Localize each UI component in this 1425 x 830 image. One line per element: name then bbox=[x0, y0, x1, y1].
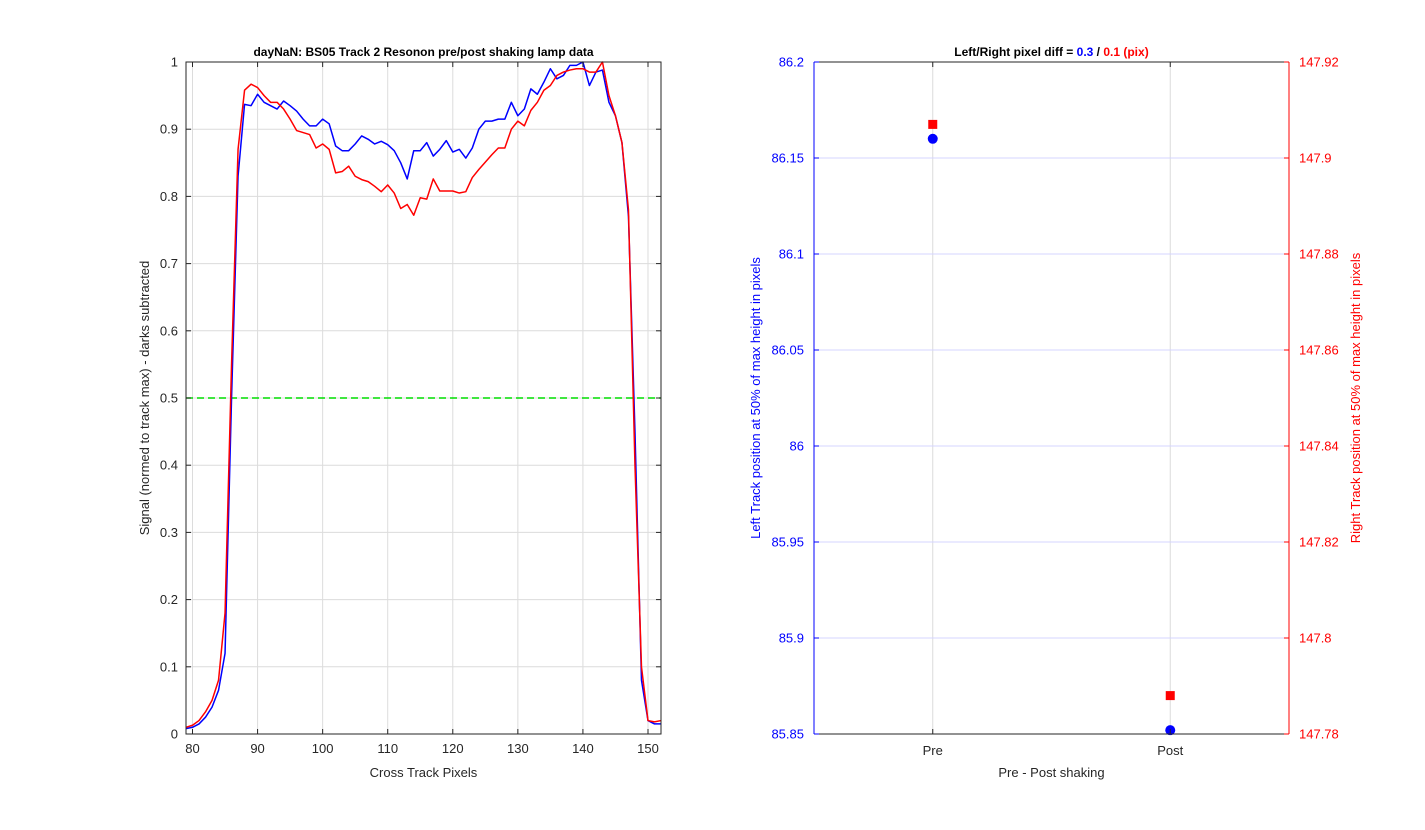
right-y-tick-label: 147.8 bbox=[1299, 631, 1332, 646]
track-position-plot-marks bbox=[927, 119, 1176, 736]
signal-plot-ticks: 80 90 100 110 120 130 140 150 0 0.1 0.2 0.3 0.4 0.5 0.… bbox=[160, 55, 661, 756]
left-y-tick-label: 86.1 bbox=[779, 247, 804, 262]
track-position-plot: Pre Post 85.85 85.9 85.95 86 86.05 86.1 86.15 86.… bbox=[748, 45, 1363, 780]
y-tick-label: 0 bbox=[171, 727, 178, 742]
track-position-plot-title: Left/Right pixel diff = 0.3 / 0.1 (pix) bbox=[954, 45, 1148, 59]
x-tick-label: 150 bbox=[637, 741, 659, 756]
track-position-plot-ticks: Pre Post 85.85 85.9 85.95 86 86.05 86.1 86.15 86.… bbox=[771, 55, 1338, 759]
left-y-tick-label: 85.9 bbox=[779, 631, 804, 646]
left-y-axis-label: Left Track position at 50% of max height… bbox=[748, 257, 763, 539]
left-y-tick-label: 85.95 bbox=[771, 535, 804, 550]
left-y-tick-label: 86.2 bbox=[779, 55, 804, 70]
x-tick-label: 130 bbox=[507, 741, 529, 756]
right-y-tick-label: 147.9 bbox=[1299, 151, 1332, 166]
y-tick-label: 1 bbox=[171, 55, 178, 70]
right-y-tick-label: 147.88 bbox=[1299, 247, 1339, 262]
y-tick-label: 0.9 bbox=[160, 122, 178, 137]
right-track-point bbox=[928, 119, 938, 129]
category-label: Post bbox=[1157, 743, 1183, 758]
signal-plot: 80 90 100 110 120 130 140 150 0 0.1 0.2 0.3 0.4 0.5 0.… bbox=[137, 45, 662, 780]
right-y-tick-label: 147.82 bbox=[1299, 535, 1339, 550]
y-tick-label: 0.1 bbox=[160, 659, 178, 674]
category-label: Pre bbox=[923, 743, 943, 758]
track-position-plot-area bbox=[814, 62, 1289, 734]
y-tick-label: 0.8 bbox=[160, 189, 178, 204]
left-track-point bbox=[927, 133, 938, 144]
signal-plot-title: dayNaN: BS05 Track 2 Resonon pre/post sh… bbox=[253, 45, 593, 59]
x-tick-label: 100 bbox=[312, 741, 334, 756]
title-separator: / bbox=[1093, 45, 1103, 59]
title-right-diff: 0.1 (pix) bbox=[1103, 45, 1148, 59]
track-position-plot-xlabel: Pre - Post shaking bbox=[998, 765, 1104, 780]
right-y-tick-label: 147.86 bbox=[1299, 343, 1339, 358]
right-y-tick-label: 147.84 bbox=[1299, 439, 1339, 454]
y-tick-label: 0.4 bbox=[160, 458, 178, 473]
pre-shaking-series-line bbox=[185, 61, 661, 730]
x-tick-label: 110 bbox=[377, 741, 398, 756]
title-left-diff: 0.3 bbox=[1077, 45, 1094, 59]
x-tick-label: 80 bbox=[185, 741, 199, 756]
y-tick-label: 0.6 bbox=[160, 323, 178, 338]
signal-plot-xlabel: Cross Track Pixels bbox=[370, 765, 478, 780]
y-tick-label: 0.2 bbox=[160, 592, 178, 607]
right-y-tick-label: 147.78 bbox=[1299, 727, 1339, 742]
signal-plot-ylabel: Signal (normed to track max) - darks sub… bbox=[137, 261, 152, 536]
left-y-tick-label: 85.85 bbox=[771, 727, 804, 742]
title-prefix: Left/Right pixel diff = bbox=[954, 45, 1076, 59]
y-tick-label: 0.3 bbox=[160, 525, 178, 540]
x-tick-label: 120 bbox=[442, 741, 464, 756]
right-track-point bbox=[1165, 691, 1175, 701]
post-shaking-series-line bbox=[185, 61, 662, 728]
left-y-tick-label: 86.15 bbox=[771, 151, 804, 166]
right-y-axis-label: Right Track position at 50% of max heigh… bbox=[1348, 252, 1363, 543]
left-y-tick-label: 86.05 bbox=[771, 343, 804, 358]
left-y-tick-label: 86 bbox=[790, 439, 804, 454]
x-tick-label: 90 bbox=[250, 741, 264, 756]
y-tick-label: 0.5 bbox=[160, 391, 178, 406]
right-y-tick-label: 147.92 bbox=[1299, 55, 1339, 70]
y-tick-label: 0.7 bbox=[160, 256, 178, 271]
signal-plot-lines bbox=[185, 61, 662, 730]
x-tick-label: 140 bbox=[572, 741, 594, 756]
